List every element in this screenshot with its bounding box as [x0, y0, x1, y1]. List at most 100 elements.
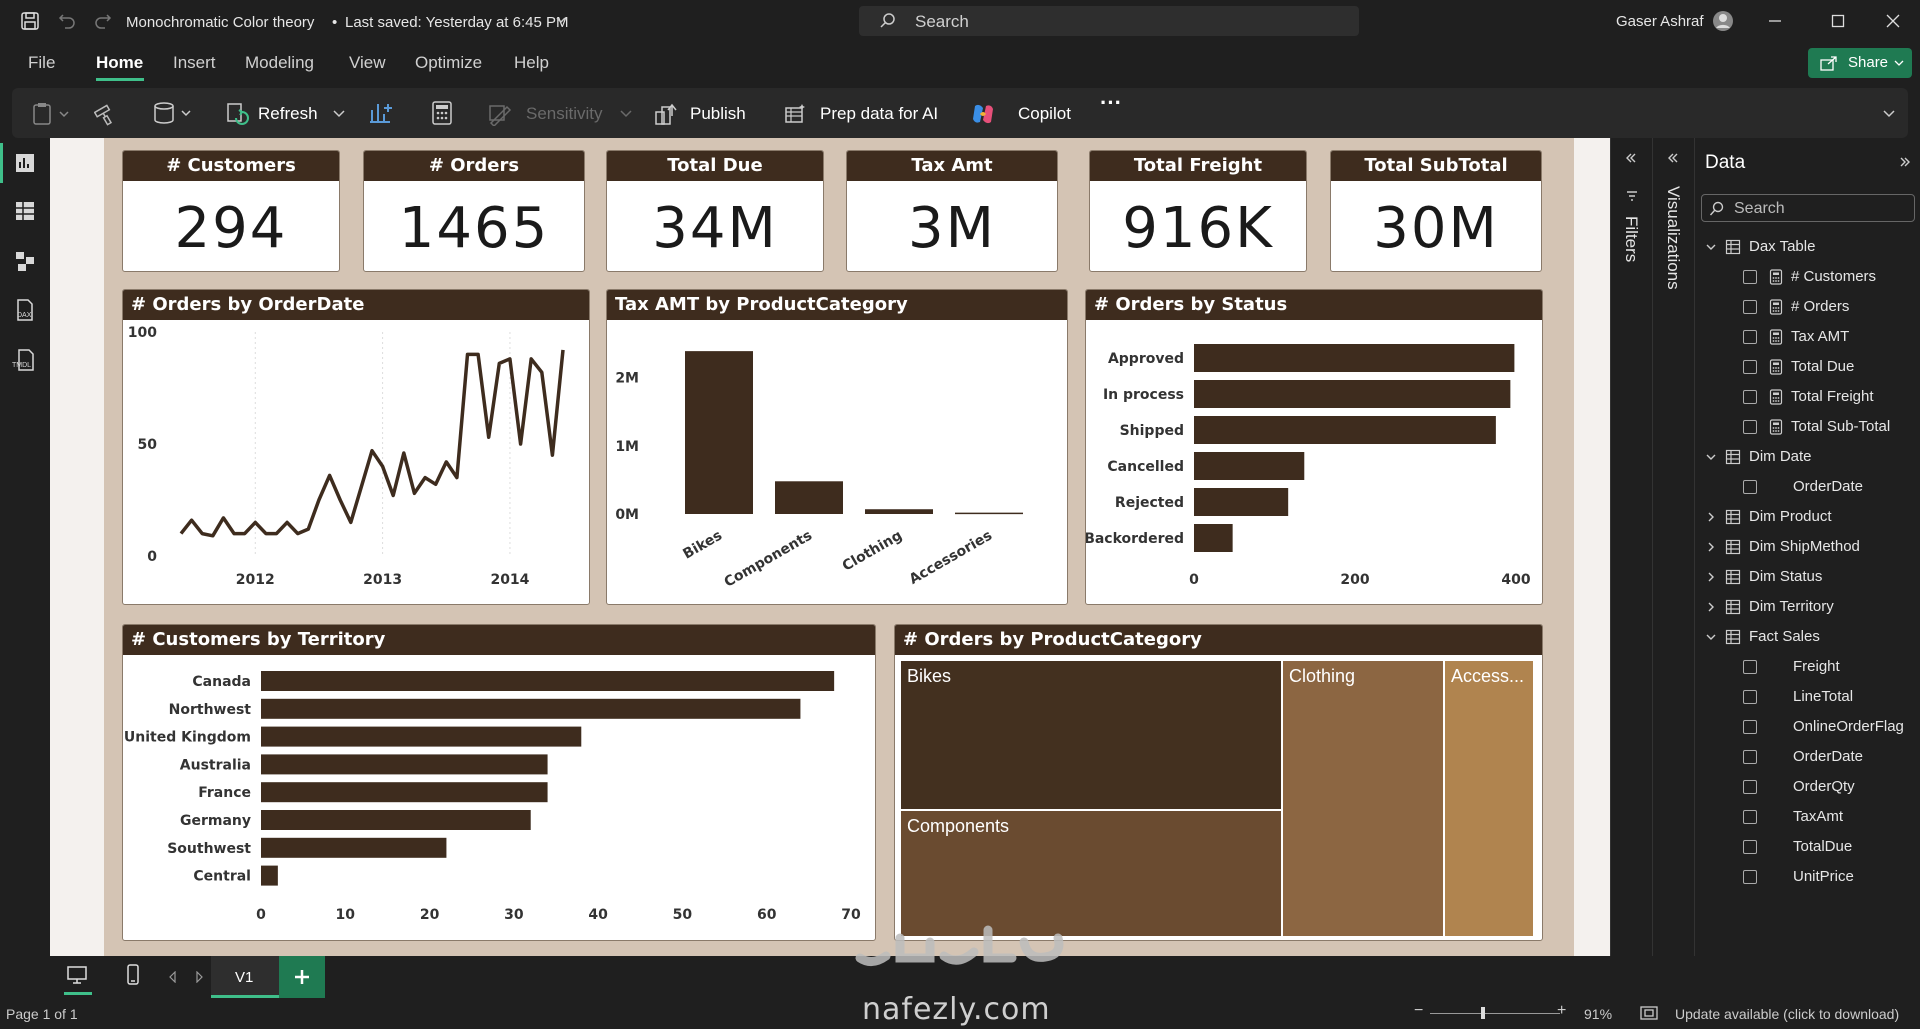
- zoom-slider-track[interactable]: [1430, 1013, 1560, 1014]
- menu-modeling[interactable]: Modeling: [245, 53, 314, 72]
- collapse-ribbon-icon[interactable]: [1882, 108, 1896, 120]
- kpi-card-customers[interactable]: # Customers 294: [122, 150, 340, 272]
- kpi-card-orders[interactable]: # Orders 1465: [363, 150, 585, 272]
- field-item[interactable]: Freight: [1695, 652, 1920, 682]
- field-item[interactable]: OnlineOrderFlag: [1695, 712, 1920, 742]
- refresh-button[interactable]: Refresh: [225, 100, 353, 128]
- field-checkbox[interactable]: [1743, 840, 1757, 854]
- collapse-pane-icon[interactable]: [1899, 156, 1911, 168]
- paste-icon[interactable]: [32, 102, 72, 126]
- undo-icon[interactable]: [58, 11, 76, 29]
- chevron-right-icon[interactable]: [1705, 511, 1717, 523]
- table-node[interactable]: Dim Status: [1695, 562, 1920, 592]
- field-checkbox[interactable]: [1743, 360, 1757, 374]
- menu-insert[interactable]: Insert: [173, 53, 216, 72]
- field-item[interactable]: Total Due: [1695, 352, 1920, 382]
- avatar-icon[interactable]: [1712, 10, 1734, 32]
- field-checkbox[interactable]: [1743, 750, 1757, 764]
- expand-chevrons-icon[interactable]: [1667, 152, 1679, 164]
- field-item[interactable]: LineTotal: [1695, 682, 1920, 712]
- table-node[interactable]: Dim Date: [1695, 442, 1920, 472]
- menu-file[interactable]: File: [28, 53, 56, 72]
- prep-data-button[interactable]: Prep data for AI: [784, 100, 964, 128]
- new-visual-icon[interactable]: [368, 100, 394, 126]
- update-notice[interactable]: Update available (click to download): [1675, 1006, 1900, 1022]
- treemap-tile-accessories[interactable]: Access...: [1445, 661, 1533, 936]
- calculator-icon[interactable]: [430, 100, 454, 126]
- field-item[interactable]: OrderDate: [1695, 742, 1920, 772]
- desktop-layout-icon[interactable]: [66, 965, 88, 985]
- more-options-button[interactable]: ···: [1100, 90, 1122, 115]
- field-item[interactable]: # Orders: [1695, 292, 1920, 322]
- treemap-tile-clothing[interactable]: Clothing: [1283, 661, 1443, 936]
- field-checkbox[interactable]: [1743, 300, 1757, 314]
- field-checkbox[interactable]: [1743, 780, 1757, 794]
- table-node[interactable]: Dim Product: [1695, 502, 1920, 532]
- customers-by-territory-chart[interactable]: # Customers by Territory Canada Northwest…: [122, 624, 876, 941]
- treemap-tile-components[interactable]: Components: [901, 811, 1281, 936]
- maximize-icon[interactable]: [1831, 14, 1845, 28]
- share-button[interactable]: Share: [1808, 48, 1912, 78]
- filters-pane-collapsed[interactable]: Filters: [1610, 138, 1652, 956]
- chevron-down-icon[interactable]: [1705, 451, 1717, 463]
- field-checkbox[interactable]: [1743, 810, 1757, 824]
- kpi-card-tax-amt[interactable]: Tax Amt 3M: [846, 150, 1058, 272]
- chevron-right-icon[interactable]: [1705, 541, 1717, 553]
- chevron-down-icon[interactable]: [1705, 241, 1717, 253]
- field-item[interactable]: TaxAmt: [1695, 802, 1920, 832]
- publish-button[interactable]: Publish: [654, 100, 764, 128]
- orders-by-category-treemap[interactable]: # Orders by ProductCategory Bikes Compon…: [894, 624, 1543, 941]
- field-checkbox[interactable]: [1743, 420, 1757, 434]
- field-checkbox[interactable]: [1743, 870, 1757, 884]
- table-node[interactable]: Dim ShipMethod: [1695, 532, 1920, 562]
- search-box[interactable]: Search: [859, 6, 1359, 36]
- field-item[interactable]: UnitPrice: [1695, 862, 1920, 892]
- field-checkbox[interactable]: [1743, 480, 1757, 494]
- field-checkbox[interactable]: [1743, 690, 1757, 704]
- dax-query-icon[interactable]: DAX: [13, 298, 37, 322]
- add-page-button[interactable]: [279, 956, 325, 998]
- get-data-icon[interactable]: [152, 100, 196, 126]
- field-checkbox[interactable]: [1743, 330, 1757, 344]
- orders-by-status-chart[interactable]: # Orders by Status Approved In process Shi…: [1085, 289, 1543, 605]
- menu-optimize[interactable]: Optimize: [415, 53, 483, 72]
- field-item[interactable]: # Customers: [1695, 262, 1920, 292]
- chevron-right-icon[interactable]: [1705, 571, 1717, 583]
- treemap-tile-bikes[interactable]: Bikes: [901, 661, 1281, 809]
- chevron-down-icon[interactable]: [1705, 631, 1717, 643]
- table-node[interactable]: Fact Sales: [1695, 622, 1920, 652]
- orders-by-date-chart[interactable]: # Orders by OrderDate 0 50 100 2012 2013 2014: [122, 289, 590, 605]
- zoom-in-button[interactable]: +: [1557, 1002, 1567, 1019]
- report-view-icon[interactable]: [14, 152, 36, 174]
- format-painter-icon[interactable]: [94, 102, 118, 126]
- next-page-icon[interactable]: [194, 971, 204, 983]
- field-item[interactable]: TotalDue: [1695, 832, 1920, 862]
- kpi-card-total-subtotal[interactable]: Total SubTotal 30M: [1330, 150, 1542, 272]
- page-tab-v1[interactable]: V1: [211, 956, 279, 998]
- table-node[interactable]: Dim Territory: [1695, 592, 1920, 622]
- field-checkbox[interactable]: [1743, 390, 1757, 404]
- field-item[interactable]: Tax AMT: [1695, 322, 1920, 352]
- redo-icon[interactable]: [94, 11, 112, 29]
- field-item[interactable]: OrderQty: [1695, 772, 1920, 802]
- prev-page-icon[interactable]: [168, 971, 178, 983]
- table-view-icon[interactable]: [14, 200, 36, 222]
- tmdl-view-icon[interactable]: TMDL: [11, 348, 39, 372]
- tax-by-category-chart[interactable]: Tax AMT by ProductCategory 0M 1M 2M Bikes Co…: [606, 289, 1068, 605]
- zoom-out-button[interactable]: −: [1414, 1002, 1424, 1019]
- copilot-button[interactable]: Copilot: [970, 100, 1080, 128]
- visualizations-pane-collapsed[interactable]: Visualizations: [1652, 138, 1694, 956]
- minimize-icon[interactable]: [1768, 14, 1782, 28]
- kpi-card-total-due[interactable]: Total Due 34M: [606, 150, 824, 272]
- zoom-slider-thumb[interactable]: [1481, 1007, 1485, 1019]
- model-view-icon[interactable]: [14, 250, 36, 272]
- field-item[interactable]: Total Freight: [1695, 382, 1920, 412]
- sensitivity-button[interactable]: Sensitivity: [488, 100, 638, 128]
- mobile-layout-icon[interactable]: [126, 964, 140, 986]
- field-checkbox[interactable]: [1743, 660, 1757, 674]
- field-checkbox[interactable]: [1743, 270, 1757, 284]
- chevron-down-icon[interactable]: [555, 14, 567, 26]
- fit-to-page-icon[interactable]: [1640, 1006, 1658, 1020]
- table-node[interactable]: Dax Table: [1695, 232, 1920, 262]
- field-checkbox[interactable]: [1743, 720, 1757, 734]
